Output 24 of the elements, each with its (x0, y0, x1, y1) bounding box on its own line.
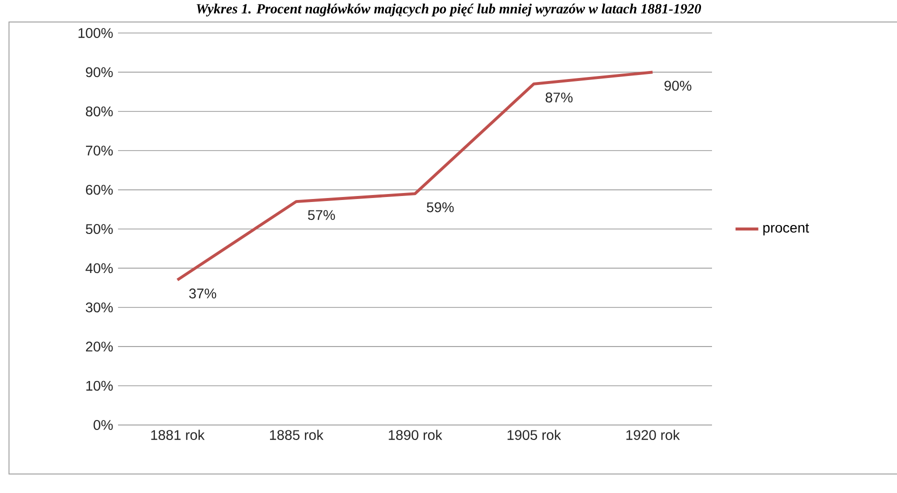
line-series (176, 70, 654, 282)
x-tick-label: 1890 rok (388, 430, 442, 440)
y-tick-label: 20% (86, 342, 113, 352)
data-label: 87% (546, 92, 573, 102)
y-tick-label: 60% (86, 184, 113, 195)
x-tick-label: 1885 rok (270, 430, 324, 440)
y-tick-label: 80% (86, 106, 113, 116)
data-label: 57% (308, 210, 335, 220)
x-tick-label: 1905 rok (508, 430, 562, 440)
y-tick-label: 70% (86, 146, 113, 156)
legend-label: procent (763, 223, 810, 236)
x-tick-label: 1920 rok (626, 430, 680, 440)
data-label: 59% (426, 202, 454, 212)
chart-title: Wykres 1. Procent nagłówków mających po pięć lub mniej wyrazów w latach 1881-1920 (196, 4, 702, 16)
data-label: 90% (664, 80, 692, 91)
y-tick-label: 50% (86, 224, 113, 234)
y-tick-label: 30% (86, 302, 113, 312)
y-tick-label: 100% (78, 28, 113, 38)
x-tick-label: 1881 rok (151, 430, 205, 440)
y-tick-label: 0% (94, 420, 113, 430)
y-tick-label: 90% (86, 67, 113, 78)
data-label: 37% (189, 288, 216, 298)
y-tick-label: 10% (86, 380, 113, 391)
y-tick-label: 40% (86, 263, 113, 274)
